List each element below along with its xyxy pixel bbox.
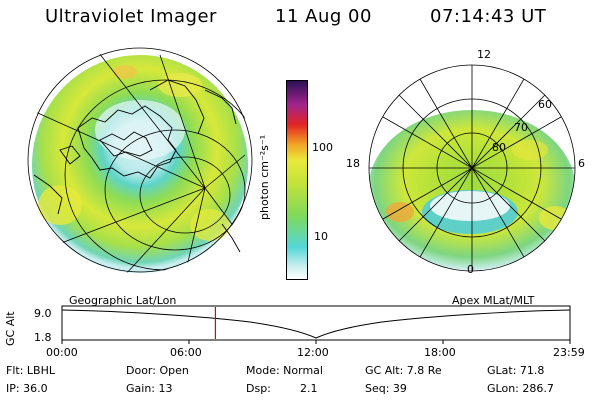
altitude-tick-high: 9.0	[34, 307, 52, 320]
colorbar-tick-100: 100	[312, 141, 333, 154]
mode-info: Mode: Normal	[246, 364, 323, 377]
ip-info: IP: 36.0	[6, 382, 48, 395]
geographic-caption: Geographic Lat/Lon	[69, 294, 177, 307]
altitude-tick-low: 1.8	[34, 331, 52, 344]
gc-alt-info: GC Alt: 7.8 Re	[365, 364, 442, 377]
seq-info: Seq: 39	[365, 382, 407, 395]
left-map-grid	[27, 47, 253, 273]
mlt-0-label: 0	[467, 263, 474, 276]
x-label-1200: 12:00	[297, 346, 329, 359]
lat-60-label: 60	[538, 98, 552, 111]
x-label-2359: 23:59	[553, 346, 585, 359]
gain-info: Gain: 13	[126, 382, 173, 395]
right-polar-grid	[368, 64, 576, 272]
app-title: Ultraviolet Imager	[45, 6, 217, 27]
dsp-value: 2.1	[300, 382, 318, 395]
date-label: 11 Aug 00	[275, 6, 372, 27]
x-label-0600: 06:00	[170, 346, 202, 359]
door-info: Door: Open	[126, 364, 189, 377]
altitude-curve	[61, 309, 571, 339]
glat-info: GLat: 71.8	[487, 364, 545, 377]
left-aurora-image	[32, 55, 248, 273]
mlt-6-label: 6	[578, 157, 585, 170]
lat-80-label: 80	[492, 141, 506, 154]
apex-caption: Apex MLat/MLT	[452, 294, 535, 307]
left-map-coastlines	[33, 79, 241, 253]
glon-info: GLon: 286.7	[487, 382, 554, 395]
x-label-0000: 00:00	[46, 346, 78, 359]
filter-info: Flt: LBHL	[6, 364, 55, 377]
mlt-12-label: 12	[477, 48, 491, 61]
altitude-plot-frame	[61, 305, 571, 341]
lat-70-label: 70	[514, 121, 528, 134]
time-label: 07:14:43 UT	[430, 6, 547, 27]
mlt-18-label: 18	[346, 157, 360, 170]
dsp-label: Dsp:	[246, 382, 271, 395]
colorbar	[286, 80, 308, 280]
colorbar-tick-10: 10	[314, 230, 328, 243]
x-label-1800: 18:00	[424, 346, 456, 359]
